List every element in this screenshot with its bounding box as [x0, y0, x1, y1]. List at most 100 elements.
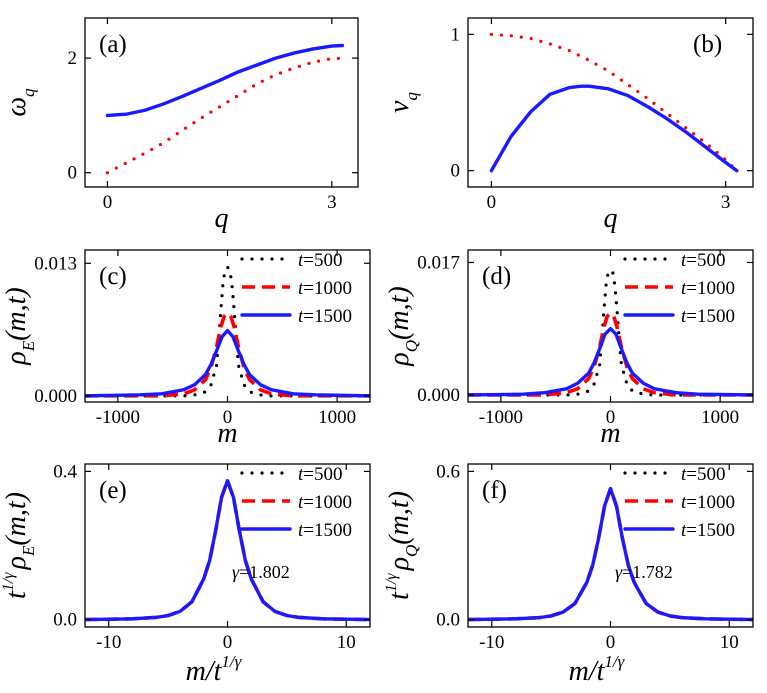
- x-axis-label: m/t1/γ: [186, 652, 243, 687]
- x-axis-label: m: [600, 418, 620, 449]
- y-axis-label: vq: [384, 92, 421, 113]
- plot-area: [489, 32, 739, 173]
- plot-area: [85, 265, 370, 398]
- y-tick-label: 0: [451, 161, 461, 182]
- x-tick-label: 0: [606, 632, 616, 653]
- series-solid-curve: [489, 84, 739, 173]
- y-axis-label: ρE(m,t): [1, 287, 38, 366]
- legend-label: t=500: [298, 250, 343, 271]
- series-t500: [85, 265, 370, 398]
- y-axis-label-main: ω: [1, 97, 32, 117]
- panel-letter: (e): [99, 477, 127, 504]
- y-axis-label-main: ρ: [1, 556, 32, 570]
- panel-letter: (b): [693, 31, 722, 58]
- x-tick-label: 0: [223, 407, 233, 428]
- legend: t=500 t=1000 t=1500: [240, 250, 352, 327]
- y-axis-label-main: ρ: [1, 351, 32, 365]
- gamma-note: γ=1.782: [615, 562, 673, 582]
- legend-label: t=500: [681, 464, 726, 485]
- panel-b: 0 301 (b)qvq: [384, 17, 754, 234]
- y-axis-label-sub: Q: [402, 340, 421, 352]
- y-axis-label: t1/γ ρE(m,t): [0, 492, 38, 599]
- x-axis-label: m/t1/γ: [569, 652, 626, 687]
- panel-c: -1000 0 1000 0.000 0.013 (c) m ρE(m,t) t=500 t=10…: [1, 249, 371, 449]
- x-axis-label: q: [604, 203, 618, 234]
- panel-letter: (d): [482, 263, 511, 290]
- x-tick-label: -1000: [479, 407, 523, 428]
- series-t1500: [85, 328, 370, 398]
- panel-letter: (a): [99, 31, 127, 58]
- legend: t=500 t=1000 t=1500: [623, 250, 735, 327]
- x-tick-label: -10: [96, 632, 121, 653]
- y-tick-label: 0.017: [417, 252, 460, 273]
- y-axis-label-sup: 1/γ: [383, 573, 400, 592]
- x-tick-label: 3: [721, 192, 731, 213]
- plot-frame: [84, 463, 371, 628]
- plot-area: [105, 43, 345, 175]
- y-tick-label: 0.013: [34, 253, 77, 274]
- y-axis-label-tail: (m,t): [1, 492, 32, 546]
- legend-label: t=500: [298, 464, 343, 485]
- panel-d: -1000 0 1000 0.000 0.017 (d) m ρQ(m,t) t=500 t=10…: [384, 249, 754, 449]
- y-axis-label-sup: 1/γ: [0, 572, 17, 591]
- legend: t=500 t=1000 t=1500: [623, 464, 735, 541]
- x-tick-label: 0: [606, 407, 616, 428]
- y-axis-label-sub: E: [19, 545, 38, 557]
- y-tick-label: 0: [68, 163, 78, 184]
- gamma-note: γ=1.802: [232, 562, 290, 582]
- legend: t=500 t=1000 t=1500: [240, 464, 352, 541]
- y-tick-label: 2: [68, 48, 78, 69]
- x-tick-label: -10: [479, 632, 504, 653]
- legend-label: t=1500: [681, 520, 735, 541]
- legend-label: t=1500: [681, 306, 735, 327]
- y-axis-label: ωq: [1, 88, 38, 117]
- y-axis-label-pre: t: [384, 591, 415, 600]
- y-tick-label: 0.0: [53, 610, 77, 631]
- x-tick-label: 0: [103, 192, 113, 213]
- y-axis-label-main: ρ: [384, 557, 415, 571]
- panel-f: -10 0 100.00.6(f)m/t1/γt1/γρQ(m,t)t=500t=1…: [383, 461, 754, 687]
- x-tick-label: 1000: [318, 407, 356, 428]
- legend-label: t=1000: [298, 278, 352, 299]
- plot-frame: [467, 17, 754, 188]
- plot-frame: [84, 17, 359, 188]
- x-tick-label: 0: [223, 632, 233, 653]
- x-tick-label: 1000: [701, 407, 739, 428]
- x-axis-label-sup: 1/γ: [221, 652, 242, 671]
- y-axis-label-sub: q: [402, 92, 421, 101]
- x-tick-label: 10: [720, 632, 739, 653]
- legend-label: t=1500: [298, 520, 352, 541]
- x-axis-label-sup: 1/γ: [604, 652, 625, 671]
- y-axis-label-tail: (m,t): [1, 287, 32, 341]
- panel-a: 0 302(a)qωq: [1, 17, 359, 234]
- legend-label: t=1000: [298, 492, 352, 513]
- y-tick-label: 0.4: [53, 461, 77, 482]
- panel-letter: (f): [482, 477, 507, 504]
- y-axis-label-sub: q: [19, 88, 38, 97]
- plot-area: [85, 478, 370, 622]
- x-axis-label: q: [215, 203, 229, 234]
- plot-area: [468, 268, 753, 397]
- x-tick-label: 10: [337, 632, 356, 653]
- series-t1500: [468, 487, 753, 622]
- panel-letter: (c): [99, 263, 127, 290]
- y-axis-label-sub: E: [19, 340, 38, 352]
- legend-label: t=1500: [298, 306, 352, 327]
- series-solid-curve: [105, 43, 345, 118]
- y-axis-label: ρQ(m,t): [384, 286, 421, 366]
- panel-e: -10 0 100.00.4(e)m/t1/γt1/γρE(m,t)t=500t=1…: [0, 461, 371, 687]
- y-tick-label: 0.6: [436, 461, 460, 482]
- legend-label: t=500: [681, 250, 726, 271]
- y-tick-label: 0.000: [417, 385, 460, 406]
- series-t1500: [85, 478, 370, 622]
- y-axis-label-tail: (m,t): [384, 286, 415, 340]
- y-axis-label-tail: (m,t): [384, 491, 415, 545]
- y-tick-label: 0.0: [436, 610, 460, 631]
- y-tick-label: 0.000: [34, 386, 77, 407]
- series-t1000: [468, 311, 753, 397]
- y-axis-label-main: ρ: [384, 352, 415, 366]
- x-tick-label: 3: [327, 192, 337, 213]
- y-tick-label: 1: [451, 24, 461, 45]
- x-tick-label: -1000: [96, 407, 140, 428]
